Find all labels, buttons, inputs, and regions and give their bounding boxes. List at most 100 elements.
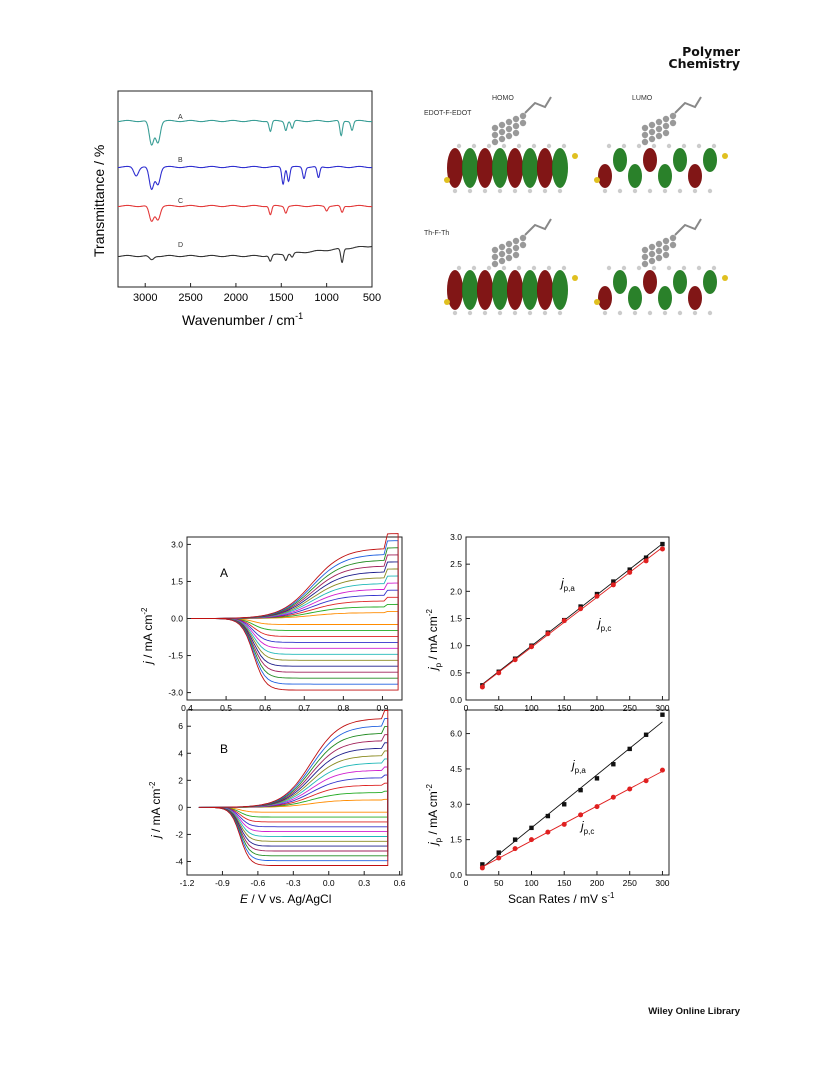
scan-a-points: 0 50 100 150 200 250 300 0.0 0.5 1.0 1.5 2.0 2.5 3.0 — [450, 532, 670, 713]
orbital-lobe — [447, 148, 463, 188]
atom-carbon — [512, 129, 520, 137]
atom-hydrogen — [692, 188, 698, 194]
data-point-jp,c — [561, 821, 567, 827]
cv-y-tick-label: 1.5 — [171, 576, 183, 586]
atom-carbon — [505, 254, 513, 262]
atom-hydrogen — [561, 143, 567, 149]
data-point-jp,a — [611, 762, 616, 767]
scan-a-cathodic-label: jp,c — [596, 616, 611, 633]
cv-b-y-label: j / mA cm-2 — [148, 781, 163, 840]
ir-x-tick-label: 2000 — [224, 292, 248, 304]
atom-hydrogen — [636, 265, 642, 271]
atom-carbon — [641, 124, 649, 132]
data-point-jp,c — [496, 855, 502, 861]
orbital-lobe — [643, 148, 657, 172]
atom-carbon — [505, 247, 513, 255]
orbital-lobe — [688, 164, 702, 188]
cv-y-tick-label: 4 — [178, 748, 183, 758]
scan-x-tick-label: 0 — [464, 878, 469, 888]
scan-y-tick-label: 0.5 — [450, 668, 462, 678]
cv-x-tick-label: -1.2 — [180, 878, 195, 888]
orbital-lobe — [492, 270, 508, 310]
data-point-jp,a — [660, 541, 665, 547]
atom-carbon — [498, 257, 506, 265]
orbital-lobe — [507, 148, 523, 188]
atom-hydrogen — [621, 265, 627, 271]
atom-carbon — [641, 138, 649, 146]
cv-x-tick-label: -0.6 — [251, 878, 266, 888]
cv-cycle-200 — [187, 561, 399, 667]
cv-x-tick-label: 0.7 — [298, 703, 310, 713]
fit-line-jp,a — [482, 543, 663, 685]
publisher-footer: Wiley Online Library — [648, 1006, 740, 1017]
data-point-jp,c — [512, 657, 518, 663]
scan-b-cathodic-label: jp,c — [579, 819, 594, 836]
atom-carbon — [519, 112, 527, 120]
atom-carbon — [512, 115, 520, 123]
orbital-lobe — [522, 270, 538, 310]
scan-a-anodic-label: jp,a — [559, 576, 575, 593]
data-point-jp,c — [594, 593, 600, 599]
atom-hydrogen — [512, 310, 518, 316]
orbital-lobe — [522, 148, 538, 188]
atom-sulfur — [722, 275, 728, 281]
orbital-lobe — [598, 286, 612, 310]
atom-sulfur — [572, 153, 578, 159]
scan-y-tick-label: 0.0 — [450, 870, 462, 880]
atom-carbon — [505, 118, 513, 126]
scan-y-tick-label: 3.0 — [450, 532, 462, 542]
atom-carbon — [641, 253, 649, 261]
atom-sulfur — [444, 299, 450, 305]
atom-sulfur — [594, 177, 600, 183]
cv-b-ticks: 6 4 2 0 -2 -4 -1.2 -0.9 -0.6 -0.3 0.0 0.3 0.6 — [175, 721, 405, 888]
atom-hydrogen — [546, 143, 552, 149]
atom-carbon — [491, 131, 499, 139]
atom-hydrogen — [606, 265, 612, 271]
atom-hydrogen — [647, 310, 653, 316]
data-point-jp,a — [578, 787, 583, 793]
atom-hydrogen — [482, 188, 488, 194]
cv-cycle-300 — [187, 533, 399, 691]
ir-y-axis-label: Transmittance / % — [91, 145, 107, 257]
atom-carbon — [498, 128, 506, 136]
atom-carbon — [505, 240, 513, 248]
cv-x-tick-label: 0.6 — [259, 703, 271, 713]
scan-x-tick-label: 100 — [524, 703, 538, 713]
atom-sulfur — [572, 275, 578, 281]
orbital-lobe — [658, 286, 672, 310]
cv-cycle-275 — [198, 718, 389, 862]
scan-x-tick-label: 50 — [494, 878, 504, 888]
atom-carbon — [655, 254, 663, 262]
atom-carbon — [669, 234, 677, 242]
data-point-jp,c — [643, 778, 649, 784]
data-point-jp,a — [627, 567, 632, 572]
orbital-lobe — [552, 270, 568, 310]
scan-x-tick-label: 200 — [590, 703, 604, 713]
orbital-lobe — [613, 148, 627, 172]
data-point-jp,a — [529, 825, 534, 831]
orbital-lobe — [477, 148, 493, 188]
data-point-jp,c — [545, 829, 551, 835]
atom-hydrogen — [512, 188, 518, 194]
orbital-lobe — [628, 164, 642, 188]
atom-carbon — [641, 131, 649, 139]
cv-x-tick-label: 0.4 — [181, 703, 193, 713]
atom-hydrogen — [692, 310, 698, 316]
atom-hydrogen — [561, 265, 567, 271]
atom-hydrogen — [486, 265, 492, 271]
cv-x-tick-label: -0.3 — [286, 878, 301, 888]
cv-x-tick-label: 0.8 — [337, 703, 349, 713]
atom-hydrogen — [617, 188, 623, 194]
atom-carbon — [498, 243, 506, 251]
atom-hydrogen — [617, 310, 623, 316]
atom-hydrogen — [711, 143, 717, 149]
atom-carbon — [662, 129, 670, 137]
data-point-jp,c — [496, 670, 502, 676]
atom-hydrogen — [621, 143, 627, 149]
orbital-lobe — [598, 164, 612, 188]
data-point-jp,a — [496, 850, 501, 855]
data-point-jp,c — [561, 618, 567, 624]
atom-carbon — [512, 251, 520, 259]
ir-x-tick-label: 500 — [363, 292, 381, 304]
atom-hydrogen — [666, 265, 672, 271]
